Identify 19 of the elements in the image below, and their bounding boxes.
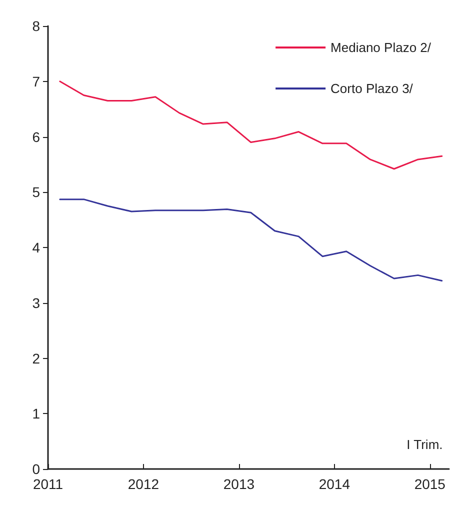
y-tick-label: 7 bbox=[32, 73, 40, 90]
legend-label: Mediano Plazo 2/ bbox=[330, 40, 432, 55]
x-tick-label: 2012 bbox=[128, 476, 160, 492]
y-tick-label: 6 bbox=[32, 128, 40, 145]
y-tick-label: 2 bbox=[32, 350, 40, 366]
y-tick-label: 3 bbox=[32, 294, 40, 311]
line-series bbox=[59, 80, 443, 170]
x-tick-label: 2013 bbox=[223, 476, 255, 492]
y-tick-label: 5 bbox=[32, 184, 40, 200]
annotation: I Trim. bbox=[406, 437, 443, 452]
line-series bbox=[59, 198, 443, 282]
y-tick-label: 1 bbox=[32, 406, 40, 422]
x-tick-label: 2011 bbox=[32, 476, 64, 492]
y-tick-label: 4 bbox=[32, 240, 40, 256]
x-tick-label: 2015 bbox=[414, 476, 446, 492]
y-tick-label: 8 bbox=[32, 18, 40, 34]
x-tick-label: 2014 bbox=[318, 476, 350, 492]
y-tick-label: 0 bbox=[32, 461, 40, 477]
legend-label: Corto Plazo 3/ bbox=[330, 81, 414, 96]
